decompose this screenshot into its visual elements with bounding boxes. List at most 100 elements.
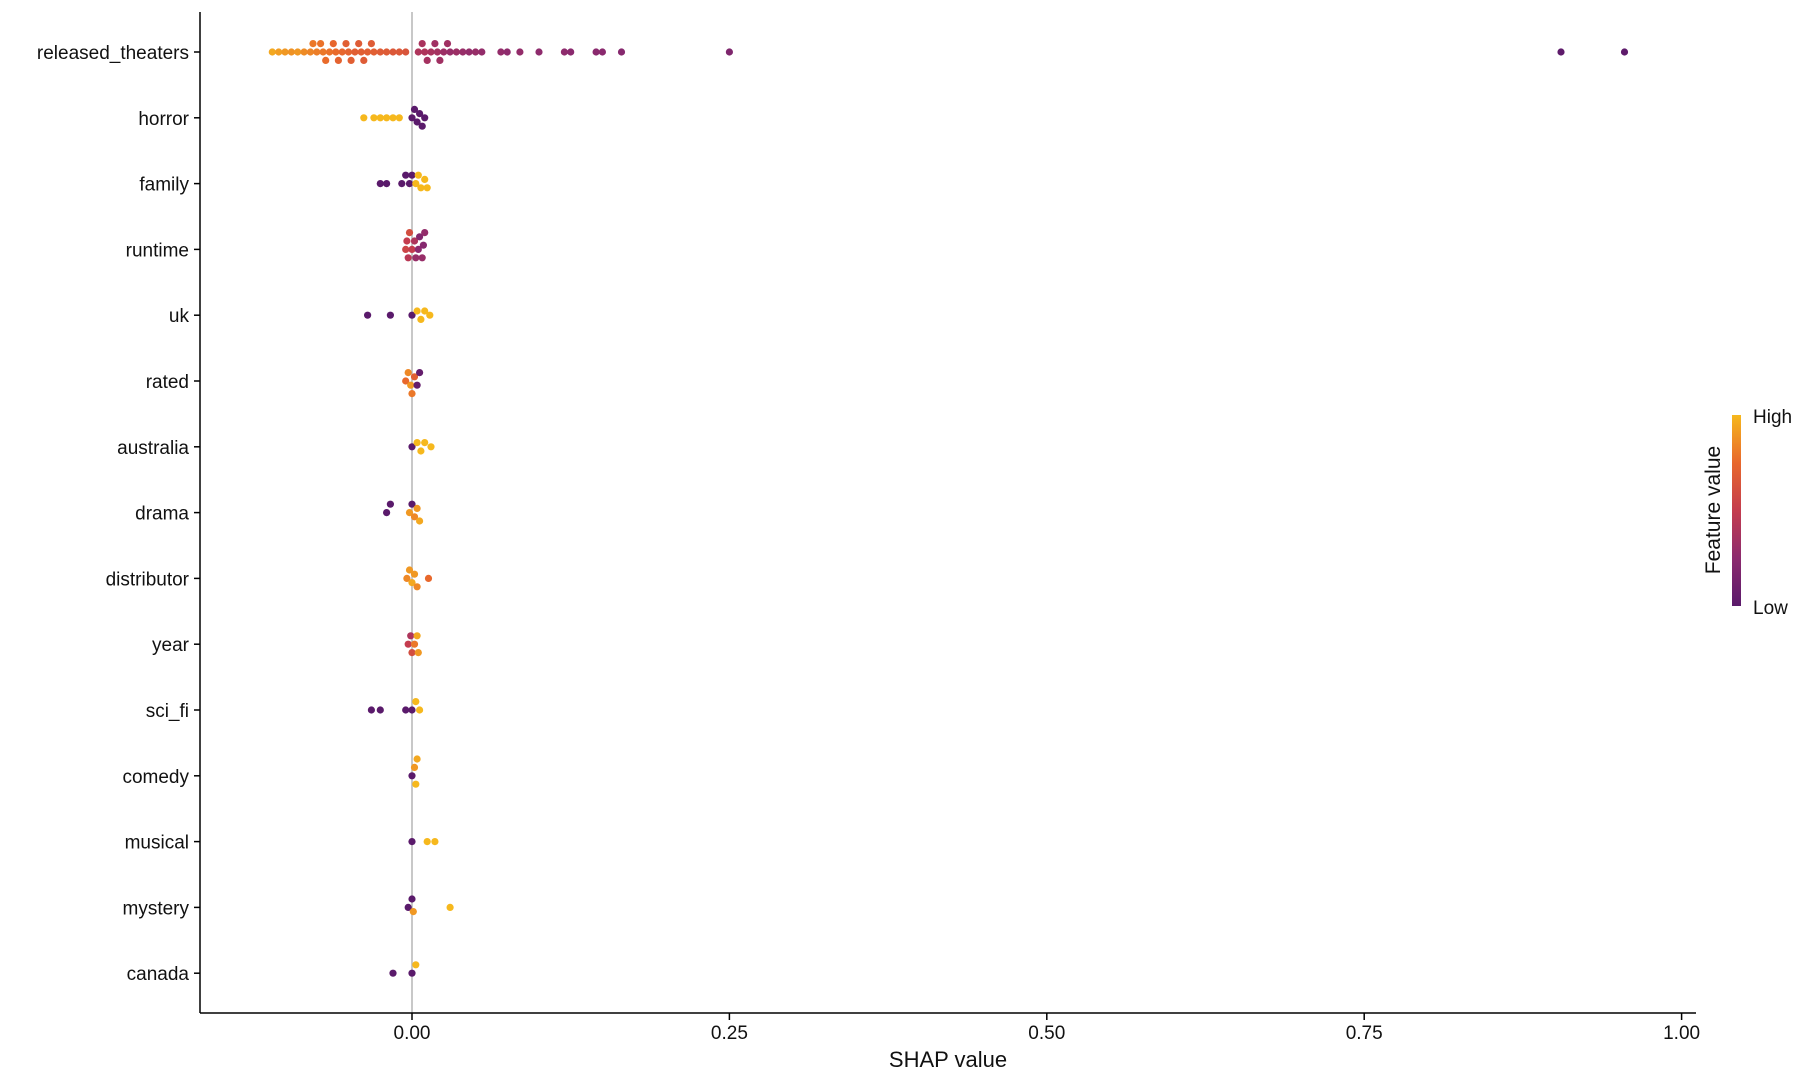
x-tick-label: 0.75 <box>1346 1023 1383 1044</box>
shap-point <box>408 443 416 451</box>
shap-point <box>408 649 416 657</box>
shap-point <box>347 56 355 64</box>
legend-high-label: High <box>1753 407 1792 428</box>
legend-low-label: Low <box>1753 598 1788 619</box>
shap-point <box>334 56 342 64</box>
y-tick-label: rated <box>146 372 189 393</box>
shap-point <box>357 48 365 56</box>
shap-point <box>412 780 420 788</box>
shap-point <box>309 40 317 48</box>
shap-point <box>560 48 569 56</box>
shap-point <box>407 381 415 389</box>
shap-point <box>408 579 416 587</box>
shap-point <box>383 48 391 56</box>
shap-point <box>338 48 346 56</box>
shap-point <box>386 311 394 319</box>
shap-point <box>408 500 416 508</box>
shap-point <box>1620 48 1629 56</box>
shap-point <box>407 632 415 640</box>
shap-point <box>402 377 410 385</box>
x-tick-label: 0.00 <box>394 1023 431 1044</box>
shap-point <box>322 56 330 64</box>
shap-point <box>416 233 424 241</box>
y-tick-label: horror <box>138 109 189 130</box>
shap-point <box>389 969 397 977</box>
shap-point <box>459 48 467 56</box>
shap-point <box>402 245 410 253</box>
shap-point <box>317 40 325 48</box>
shap-point <box>405 229 414 237</box>
y-tick-label: australia <box>117 438 189 459</box>
shap-point <box>421 307 429 315</box>
shap-point <box>446 48 454 56</box>
shap-point <box>367 40 375 48</box>
shap-point <box>418 122 426 130</box>
shap-point <box>598 48 607 56</box>
shap-point <box>416 706 424 714</box>
shap-point <box>503 48 511 56</box>
x-tick-label: 0.25 <box>711 1023 748 1044</box>
shap-point <box>408 969 416 977</box>
shap-point <box>281 48 289 56</box>
legend-title: Feature value <box>1702 446 1725 574</box>
y-tick-label: sci_fi <box>146 701 189 722</box>
shap-point <box>417 184 425 192</box>
shap-point <box>403 574 411 583</box>
shap-point <box>465 48 473 56</box>
shap-point <box>423 184 431 192</box>
shap-point <box>412 698 420 706</box>
shap-point <box>351 48 359 56</box>
shap-point <box>452 48 460 56</box>
shap-point <box>376 48 384 56</box>
y-tick-label: runtime <box>126 240 189 261</box>
legend-color-bar <box>1732 415 1741 606</box>
shap-point <box>410 570 419 578</box>
shap-point <box>408 895 416 903</box>
shap-point <box>471 48 480 56</box>
shap-point <box>413 504 421 512</box>
shap-point <box>421 175 429 183</box>
shap-point <box>421 439 429 447</box>
x-tick-label: 1.00 <box>1663 1023 1700 1044</box>
plot-area <box>268 12 1629 1013</box>
shap-point <box>344 48 353 56</box>
shap-point <box>325 48 334 56</box>
shap-point <box>376 114 384 122</box>
shap-point <box>370 48 378 56</box>
shap-point <box>421 229 429 237</box>
shap-point <box>268 48 276 56</box>
shap-point <box>402 48 410 56</box>
shap-point <box>410 640 419 648</box>
shap-point <box>443 40 452 48</box>
shap-point <box>423 56 431 64</box>
shap-point <box>376 180 384 188</box>
shap-point <box>416 517 424 525</box>
x-tick-label: 0.50 <box>1028 1023 1065 1044</box>
shap-point <box>413 118 421 126</box>
shap-point <box>413 583 421 591</box>
shap-point <box>364 48 372 56</box>
shap-point <box>431 40 439 48</box>
shap-point <box>408 772 416 780</box>
shap-point <box>287 48 295 56</box>
shap-point <box>306 48 314 56</box>
y-tick-label: musical <box>125 833 189 854</box>
shap-point <box>370 114 378 122</box>
shap-point <box>408 390 416 398</box>
shap-point <box>408 114 416 122</box>
shap-point <box>376 706 384 714</box>
shap-point <box>410 513 419 521</box>
shap-point <box>405 508 414 517</box>
y-tick-label: mystery <box>123 898 190 919</box>
shap-point <box>332 48 340 56</box>
shap-point <box>410 237 419 245</box>
shap-point <box>403 237 411 245</box>
shap-point <box>383 508 391 517</box>
shap-point <box>408 171 416 179</box>
shap-point <box>408 838 416 846</box>
y-tick-label: comedy <box>122 767 189 788</box>
shap-point <box>535 48 543 56</box>
shap-point <box>404 640 412 648</box>
shap-point <box>360 56 368 64</box>
shap-point <box>329 40 337 48</box>
